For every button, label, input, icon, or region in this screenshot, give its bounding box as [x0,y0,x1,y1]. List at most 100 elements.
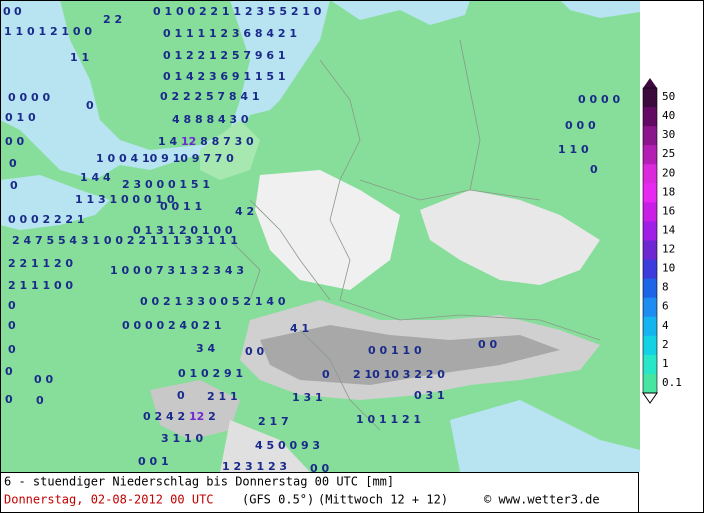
legend-border [642,87,658,394]
precip-label: 0 [86,99,94,112]
footer-model: (GFS 0.5°) [242,493,314,507]
precip-label: 2 1 7 [258,415,289,428]
precip-label: 0 [8,319,16,332]
precip-label: 0 2 4 2 12 2 [143,410,216,423]
precip-label: 0 [177,389,185,402]
legend-swatch [643,335,657,356]
legend-label: 18 [662,185,675,198]
precip-label: 0 1 3 1 2 0 1 0 0 [133,224,233,237]
precip-label: 0 2 2 2 5 7 8 4 1 [160,90,260,103]
footer-title: 6 - stuendiger Niederschlag bis Donnerst… [4,475,394,489]
precip-label: 0 0 0 0 [8,91,50,104]
legend-swatch [643,297,657,318]
precip-label: 0 [5,393,13,406]
precip-label: 1 1 0 [558,143,589,156]
precip-label: 0 0 1 [138,455,169,468]
precip-label: 0 1 1 1 1 2 3 6 8 4 2 1 [163,27,297,40]
precip-label: 2 1 1 [207,390,238,403]
legend-label: 12 [662,243,675,256]
legend-swatch [643,202,657,222]
precip-label: 0 [10,179,18,192]
precip-label: 0 1 0 2 9 1 [178,367,243,380]
precip-label: 1 4 12 8 8 7 3 0 [158,135,254,148]
legend-label: 30 [662,128,675,141]
legend-swatch [643,88,657,108]
precip-label: 1 4 4 [80,171,111,184]
precip-label: 2 2 [103,13,122,26]
legend: 50 40 30 25 20 18 16 14 12 10 8 6 4 2 1 0.1 [640,0,704,472]
precip-label: 0 [590,163,598,176]
precip-label: 4 2 [235,205,254,218]
footer-run: (Mittwoch 12 + 12) [318,493,448,507]
precip-label: 0 0 [5,135,24,148]
legend-label: 1 [662,357,669,370]
legend-swatch [643,278,657,299]
precipitation-labels: 0 0 2 2 0 1 0 0 2 2 1 1 2 3 5 5 2 1 0 1 1 0 … [3,5,620,475]
precip-label: 2 3 0 0 0 1 5 1 [122,178,210,191]
legend-swatch [643,316,657,337]
precip-label: 0 [322,368,330,381]
legend-swatch [643,354,657,375]
precip-label: 2 2 1 1 2 0 [8,257,73,270]
legend-label: 40 [662,109,675,122]
legend-label: 6 [662,300,669,313]
footer: 6 - stuendiger Niederschlag bis Donnerst… [0,472,639,513]
precip-label: 1 1 [70,51,89,64]
precip-label: 1 3 1 [292,391,323,404]
legend-swatch [643,126,657,146]
footer-credit: © www.wetter3.de [484,493,600,507]
legend-label: 0.1 [662,376,682,389]
precip-label: 0 1 0 0 2 2 1 1 2 3 5 5 2 1 0 [153,5,322,18]
precip-label: 0 0 0 [565,119,596,132]
legend-top-arrow [643,78,657,88]
legend-swatch [643,164,657,184]
legend-swatch [643,107,657,127]
precip-label: 0 0 0 0 [578,93,620,106]
precip-label: 0 1 4 2 3 6 9 1 1 5 1 [163,70,286,83]
precip-label: 3 1 1 0 [161,432,203,445]
precip-label: 0 3 1 [414,389,445,402]
precip-label: 4 1 [290,322,309,335]
legend-swatch [643,259,657,280]
precip-label: 0 0 0 2 2 2 1 [8,213,85,226]
legend-swatch [643,240,657,261]
footer-date: Donnerstag, 02-08-2012 00 UTC [4,493,214,507]
precip-label: 2 10 10 3 2 2 0 [353,368,445,381]
precip-label: 2 1 1 1 0 0 [8,279,73,292]
precip-label: 1 1 0 1 2 1 0 0 [4,25,92,38]
legend-label: 20 [662,166,675,179]
precip-label: 1 0 0 0 7 3 1 3 2 3 4 3 [110,264,244,277]
precip-label: 1 0 0 4 10 9 10 9 7 7 0 [96,152,234,165]
legend-swatch [643,221,657,241]
legend-swatch [643,183,657,203]
legend-label: 10 [662,262,675,275]
precip-label: 0 [9,157,17,170]
legend-label: 50 [662,90,675,103]
precip-label: 1 2 3 1 2 3 [222,460,287,473]
precip-label: 0 0 [245,345,264,358]
precip-label: 0 [8,343,16,356]
precip-label: 0 0 [310,462,329,475]
precip-label: 0 [36,394,44,407]
precip-label: 1 1 3 1 0 0 0 1 0 [75,193,175,206]
precip-label: 0 0 [478,338,497,351]
precip-label: 0 1 2 2 1 2 5 7 9 6 1 [163,49,286,62]
precip-label: 0 0 [34,373,53,386]
map-background [0,0,640,472]
precip-label: 0 0 2 1 3 3 0 0 5 2 1 4 0 [140,295,286,308]
legend-label: 2 [662,338,669,351]
precip-label: 0 [3,5,11,18]
precip-label: 0 0 1 1 0 [368,344,422,357]
legend-label: 14 [662,223,676,236]
precip-label: 0 0 0 0 2 4 0 2 1 [122,319,222,332]
precip-label: 0 [8,299,16,312]
legend-label: 4 [662,319,669,332]
legend-label: 25 [662,147,675,160]
precip-label: 2 4 7 5 5 4 3 1 0 0 2 2 1 1 1 3 3 1 1 1 [12,234,238,247]
precip-label: 1 0 1 1 2 1 [356,413,421,426]
legend-label: 16 [662,204,675,217]
precip-label: 3 4 [196,342,215,355]
precip-label: 0 0 1 1 [160,200,202,213]
legend-swatch [643,145,657,165]
